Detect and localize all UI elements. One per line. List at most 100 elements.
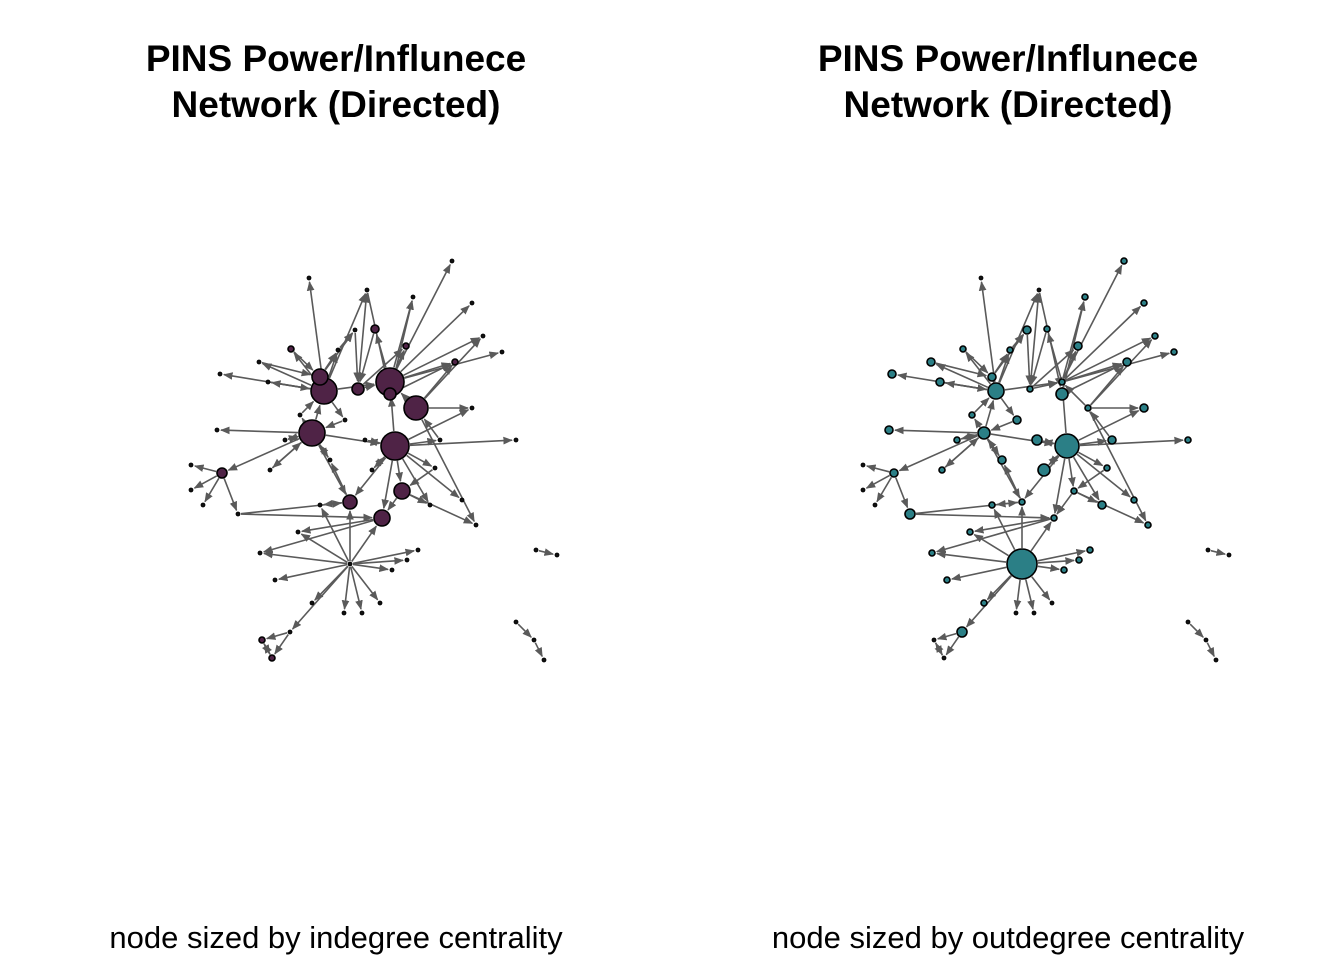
network-node <box>451 358 459 366</box>
network-node <box>1018 498 1026 506</box>
network-node <box>938 466 946 474</box>
network-node <box>541 657 547 663</box>
directed-edge <box>341 566 351 610</box>
network-node <box>287 345 295 353</box>
network-node <box>1037 463 1051 477</box>
directed-edge <box>1048 455 1058 466</box>
network-node <box>217 371 223 377</box>
directed-edge <box>936 550 1007 563</box>
directed-edge <box>990 421 1013 431</box>
network-node <box>1036 287 1042 293</box>
directed-edge <box>517 623 532 638</box>
directed-edge <box>321 507 350 562</box>
directed-edge <box>373 456 385 469</box>
network-node <box>931 637 937 643</box>
directed-edge <box>1037 548 1087 562</box>
network-node <box>1050 514 1058 522</box>
network-node <box>1130 496 1138 504</box>
network-node <box>188 487 194 493</box>
network-node <box>953 436 961 444</box>
network-node <box>383 387 397 401</box>
network-node <box>904 508 916 520</box>
directed-edge <box>193 464 217 473</box>
network-node <box>327 457 333 463</box>
right-plot-title: PINS Power/Influnece Network (Directed) <box>672 36 1344 128</box>
directed-edge <box>388 397 396 432</box>
directed-edge <box>1077 469 1105 489</box>
network-node <box>309 600 315 606</box>
directed-edge <box>1206 642 1215 658</box>
network-node <box>377 600 383 606</box>
directed-edge <box>1030 521 1052 552</box>
directed-edge <box>1025 579 1035 611</box>
directed-edge <box>1078 409 1140 441</box>
directed-edge <box>351 525 377 562</box>
directed-edge <box>293 351 314 371</box>
network-node <box>352 327 358 333</box>
directed-edge <box>987 438 1000 457</box>
directed-edge <box>996 499 1019 508</box>
directed-edge <box>935 362 988 378</box>
network-node <box>935 377 945 387</box>
network-node <box>1055 387 1069 401</box>
network-node <box>928 549 936 557</box>
network-node <box>1120 257 1128 265</box>
directed-edge <box>986 574 1012 601</box>
network-node <box>351 382 365 396</box>
network-node <box>258 636 266 644</box>
directed-edge <box>1024 455 1060 499</box>
directed-edge <box>331 401 344 418</box>
network-node <box>1205 547 1211 553</box>
directed-edge <box>990 433 1055 447</box>
network-node <box>1031 610 1037 616</box>
directed-edge <box>339 332 354 349</box>
network-node <box>943 576 951 584</box>
network-node <box>347 561 353 567</box>
network-node <box>926 357 936 367</box>
left-title-line-1: PINS Power/Influnece <box>145 38 527 79</box>
network-node <box>188 462 194 468</box>
directed-edge <box>409 437 437 446</box>
network-node <box>1213 657 1219 663</box>
directed-edge <box>353 332 362 382</box>
network-node <box>1049 600 1055 606</box>
directed-edge <box>367 437 381 445</box>
directed-edge <box>538 548 555 556</box>
directed-edge <box>349 566 363 611</box>
network-node <box>1058 378 1066 386</box>
directed-edge <box>352 557 404 565</box>
directed-edge <box>1065 337 1152 381</box>
network-node <box>1185 619 1191 625</box>
node-layer <box>860 257 1232 663</box>
network-node <box>966 528 974 536</box>
network-node <box>1073 341 1083 351</box>
network-node <box>306 275 312 281</box>
network-node <box>531 637 537 643</box>
network-node <box>469 300 475 306</box>
directed-edge <box>407 452 433 467</box>
directed-edge <box>362 348 404 385</box>
directed-edge <box>965 351 989 374</box>
network-node <box>513 437 519 443</box>
left-plot-title: PINS Power/Influnece Network (Directed) <box>0 36 672 128</box>
network-node <box>427 502 433 508</box>
directed-edge <box>1032 349 1075 387</box>
directed-edge <box>1033 381 1059 389</box>
network-node <box>200 502 206 508</box>
network-node <box>1043 325 1051 333</box>
network-node <box>415 547 421 553</box>
directed-edge <box>965 352 992 385</box>
directed-edge <box>1072 456 1100 501</box>
directed-edge <box>865 474 890 489</box>
network-node <box>1122 357 1132 367</box>
directed-edge <box>318 444 347 495</box>
directed-edge <box>898 435 978 472</box>
directed-edge <box>387 497 398 511</box>
network-node <box>342 494 358 510</box>
directed-edge <box>271 442 302 469</box>
directed-edge <box>945 636 960 656</box>
directed-edge <box>395 460 403 483</box>
network-node <box>1103 464 1111 472</box>
network-node <box>469 405 475 411</box>
network-node <box>1060 566 1068 574</box>
